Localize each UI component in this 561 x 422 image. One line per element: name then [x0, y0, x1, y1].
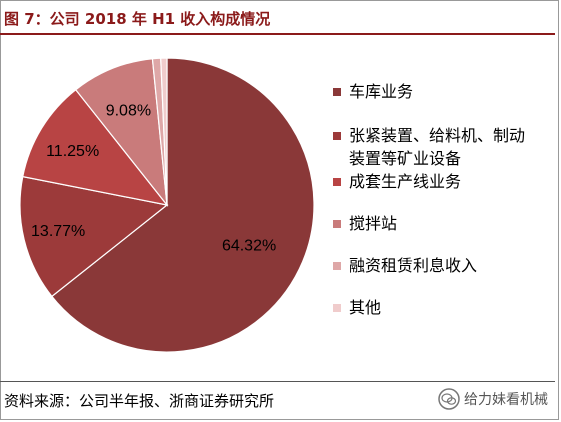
legend-label: 其他: [349, 298, 382, 317]
pie-slices: [19, 57, 315, 353]
legend-swatch: [333, 178, 341, 186]
pie-slice: [51, 57, 315, 353]
data-label: 11.25%: [46, 143, 99, 160]
data-label: 9.08%: [106, 103, 151, 120]
data-label: 64.32%: [222, 238, 276, 255]
wechat-icon: [438, 388, 460, 410]
source-note: 资料来源：公司半年报、浙商证券研究所: [4, 392, 275, 410]
title-divider: [0, 33, 555, 35]
legend-swatch: [333, 88, 341, 96]
pie-labels: 64.32% 13.77% 11.25% 9.08%: [31, 103, 276, 255]
legend-label: 搅拌站: [349, 214, 398, 233]
legend-swatch: [333, 132, 341, 140]
legend-swatch: [333, 262, 341, 270]
source-divider: [0, 381, 555, 382]
legend-label: 张紧装置、给料机、制动装置等矿业设备: [349, 126, 526, 168]
pie-slice: [74, 58, 168, 207]
legend-label: 成套生产线业务: [349, 172, 462, 191]
pie-chart: 64.32% 13.77% 11.25% 9.08%: [19, 57, 315, 353]
legend-label: 融资租赁利息收入: [349, 256, 478, 275]
legend-swatch: [333, 220, 341, 228]
pie-slice: [19, 175, 169, 298]
title-bar: 图 7：公司 2018 年 H1 收入构成情况: [0, 0, 561, 36]
watermark-text: 给力妹看机械: [464, 392, 548, 408]
legend-label: 车库业务: [349, 82, 414, 101]
pie-slice: [160, 57, 168, 206]
data-label: 13.77%: [31, 223, 85, 240]
legend-swatch: [333, 304, 341, 312]
figure-title: 图 7：公司 2018 年 H1 收入构成情况: [4, 10, 271, 28]
pie-slice: [22, 88, 169, 206]
